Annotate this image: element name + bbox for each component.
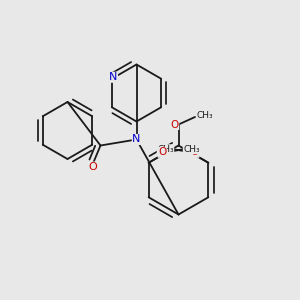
Text: O: O [88,162,98,172]
Text: O: O [191,147,199,157]
Text: N: N [132,134,141,145]
Text: CH₃: CH₃ [196,111,213,120]
Text: O: O [170,119,179,130]
Text: N: N [109,72,118,82]
Text: CH₃: CH₃ [183,145,200,154]
Text: O: O [158,147,166,157]
Text: CH₃: CH₃ [157,145,174,154]
